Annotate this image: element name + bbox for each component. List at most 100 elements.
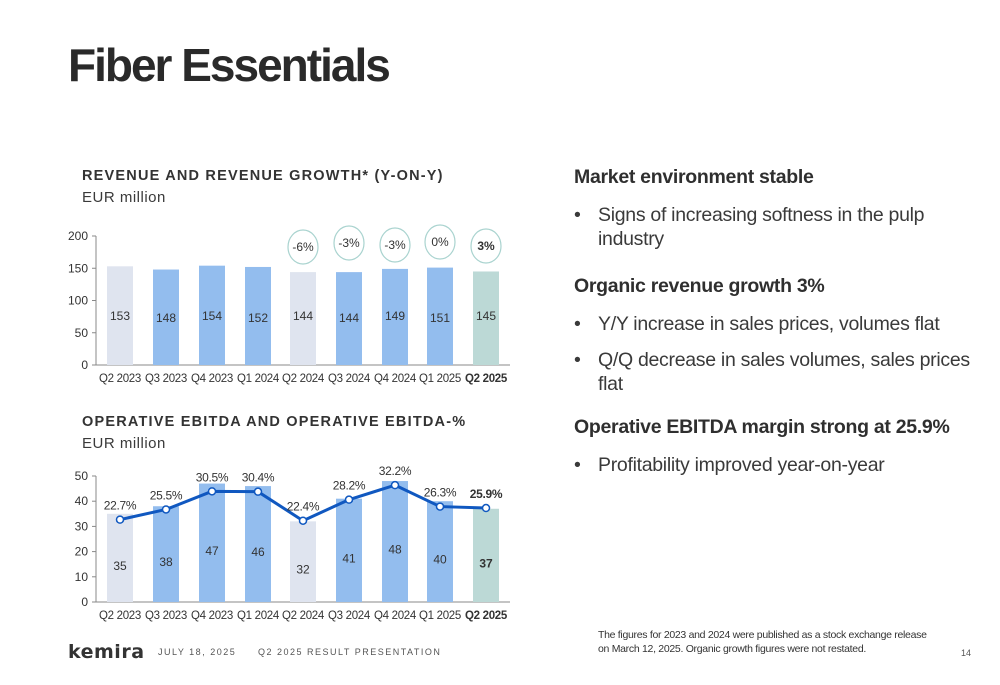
growth-label: -3% [338, 236, 360, 250]
revenue-bar [336, 272, 362, 365]
bullet-icon: • [574, 454, 581, 476]
bullet-text: Profitability improved year-on-year [598, 454, 885, 476]
ebitda-margin-marker [390, 480, 400, 490]
y-tick-label: 0 [81, 358, 88, 372]
ebitda-bar-label: 32 [296, 563, 310, 577]
commentary-heading: Organic revenue growth 3% [574, 275, 825, 297]
x-tick-label: Q1 2025 [419, 610, 461, 622]
bullet-text: Signs of increasing softness in the pulp… [598, 204, 925, 250]
ebitda-chart-subtitle: EUR million [82, 435, 166, 452]
revenue-bar-label: 149 [385, 309, 405, 323]
revenue-bar [245, 266, 271, 365]
revenue-chart-title: REVENUE AND REVENUE GROWTH* (Y-ON-Y) [82, 168, 444, 184]
revenue-chart: 0 50 100 150 200 Q2 2023 Q3 2023 Q4 2023 Q1 2024… [68, 224, 510, 385]
growth-bubble [424, 224, 456, 260]
commentary-panel: Market environment stable • Signs of incre… [574, 166, 984, 489]
revenue-bar [473, 271, 499, 365]
ebitda-bar [290, 521, 316, 602]
ebitda-bar-label: 41 [342, 551, 356, 565]
ebitda-margin-marker [207, 487, 217, 496]
revenue-bar-label: 151 [430, 311, 450, 325]
y-tick-label: 50 [75, 469, 89, 483]
ebitda-margin-marker [435, 502, 445, 511]
x-tick-label: Q2 2023 [99, 373, 141, 385]
growth-bubble [333, 225, 365, 261]
ebitda-margin-label: 26.3% [424, 486, 457, 500]
x-tick-label: Q2 2024 [282, 373, 325, 385]
revenue-bar-label: 148 [156, 311, 176, 325]
growth-label: -6% [292, 240, 314, 254]
commentary-bullet: • Signs of increasing softness in the pul… [574, 203, 984, 251]
revenue-bar [199, 265, 225, 365]
revenue-bar [382, 268, 408, 365]
commentary-bullets: • Y/Y increase in sales prices, volumes f… [574, 312, 984, 396]
commentary-bullet: • Profitability improved year-on-year [574, 453, 984, 477]
ebitda-bar-label: 46 [251, 545, 265, 559]
ebitda-margin-marker [298, 516, 308, 525]
ebitda-margin-label: 28.2% [333, 479, 366, 493]
growth-bubble [379, 227, 411, 263]
bullet-text: Y/Y increase in sales prices, volumes fl… [598, 313, 940, 335]
revenue-bar-label: 153 [110, 309, 130, 323]
ebitda-margin-marker [481, 503, 491, 513]
x-tick-label: Q1 2024 [237, 610, 280, 622]
growth-label: 3% [477, 239, 495, 253]
x-tick-label: Q1 2025 [419, 373, 461, 385]
revenue-bar-label: 144 [293, 309, 313, 323]
commentary-heading: Operative EBITDA margin strong at 25.9% [574, 416, 950, 438]
y-tick-label: 10 [75, 570, 89, 584]
ebitda-bar [382, 481, 408, 602]
bullet-icon: • [574, 349, 581, 371]
ebitda-bar-label: 40 [433, 553, 447, 567]
ebitda-bar [199, 483, 225, 602]
x-tick-label: Q4 2023 [191, 373, 233, 385]
ebitda-margin-label: 25.9% [470, 487, 503, 501]
bullet-icon: • [574, 204, 581, 226]
ebitda-bar [473, 508, 499, 602]
commentary-bullet: • Y/Y increase in sales prices, volumes f… [574, 312, 984, 336]
x-tick-label: Q3 2023 [145, 373, 187, 385]
x-tick-label: Q1 2024 [237, 373, 280, 385]
y-tick-label: 40 [75, 494, 89, 508]
x-tick-label: Q4 2024 [374, 610, 417, 622]
commentary-bullets: • Profitability improved year-on-year [574, 453, 984, 477]
revenue-bar [107, 266, 133, 365]
revenue-bar-label: 145 [476, 309, 496, 323]
bullet-text: Q/Q decrease in sales volumes, sales pri… [598, 349, 970, 395]
x-tick-label: Q2 2023 [99, 610, 141, 622]
ebitda-margin-marker [161, 505, 171, 514]
y-tick-label: 30 [75, 519, 89, 533]
ebitda-margin-label: 30.4% [242, 471, 275, 485]
revenue-bar-label: 152 [248, 311, 268, 325]
growth-label: 0% [431, 235, 449, 249]
page-title: Fiber Essentials [68, 39, 391, 91]
footer-date: JULY 18, 2025 [158, 647, 237, 657]
ebitda-bar-label: 35 [113, 559, 127, 573]
revenue-bar [290, 272, 316, 365]
kemira-logo: kemira [68, 641, 145, 663]
ebitda-bar-label: 38 [159, 555, 173, 569]
footer-presentation: Q2 2025 RESULT PRESENTATION [258, 647, 442, 657]
revenue-bar [153, 269, 179, 365]
revenue-bar [427, 267, 453, 365]
ebitda-bar [153, 506, 179, 602]
ebitda-margin-label: 22.7% [104, 499, 137, 513]
ebitda-bar-label: 37 [479, 556, 493, 570]
x-tick-label: Q2 2024 [282, 610, 325, 622]
x-tick-label: Q4 2024 [374, 373, 417, 385]
ebitda-margin-label: 32.2% [379, 464, 412, 478]
ebitda-margin-marker [253, 487, 263, 496]
y-tick-label: 0 [81, 595, 88, 609]
y-tick-label: 50 [75, 326, 89, 340]
commentary-bullets: • Signs of increasing softness in the pul… [574, 203, 984, 251]
commentary-bullet: • Q/Q decrease in sales volumes, sales pr… [574, 348, 984, 396]
x-tick-label: Q3 2023 [145, 610, 187, 622]
ebitda-chart-title: OPERATIVE EBITDA AND OPERATIVE EBITDA-% [82, 414, 467, 430]
bullet-icon: • [574, 313, 581, 335]
ebitda-margin-label: 22.4% [287, 500, 320, 514]
x-tick-label: Q2 2025 [465, 373, 508, 385]
ebitda-margin-label: 25.5% [150, 488, 183, 502]
ebitda-bar [245, 486, 271, 602]
growth-label: -3% [384, 238, 406, 252]
